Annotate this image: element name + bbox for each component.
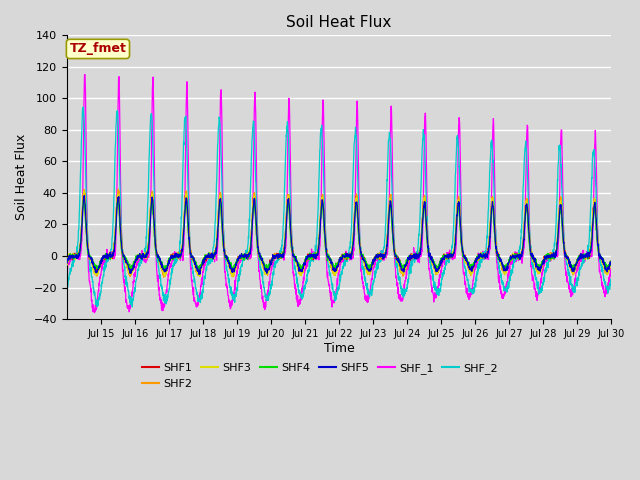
Text: TZ_fmet: TZ_fmet bbox=[70, 42, 126, 55]
Title: Soil Heat Flux: Soil Heat Flux bbox=[286, 15, 392, 30]
Legend: SHF1, SHF2, SHF3, SHF4, SHF5, SHF_1, SHF_2: SHF1, SHF2, SHF3, SHF4, SHF5, SHF_1, SHF… bbox=[138, 359, 502, 393]
Y-axis label: Soil Heat Flux: Soil Heat Flux bbox=[15, 134, 28, 220]
X-axis label: Time: Time bbox=[324, 342, 355, 355]
